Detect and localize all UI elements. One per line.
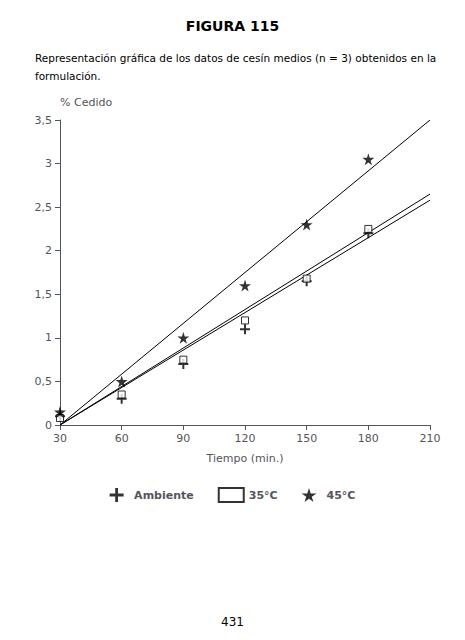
svg-text:150: 150	[296, 432, 317, 445]
svg-text:120: 120	[235, 432, 256, 445]
svg-text:Tiempo (min.): Tiempo (min.)	[206, 452, 284, 465]
svg-text:3: 3	[45, 157, 52, 170]
svg-text:45°C: 45°C	[327, 489, 356, 502]
svg-text:0: 0	[45, 419, 52, 432]
svg-text:35°C: 35°C	[249, 489, 278, 502]
svg-text:3,5: 3,5	[35, 114, 53, 127]
svg-text:1,5: 1,5	[35, 288, 53, 301]
svg-text:90: 90	[176, 432, 190, 445]
svg-text:Representación gráfica de los: Representación gráfica de los datos de c…	[35, 52, 436, 64]
svg-text:Ambiente: Ambiente	[134, 489, 194, 502]
svg-text:60: 60	[115, 432, 129, 445]
svg-text:% Cedido: % Cedido	[60, 96, 112, 109]
svg-text:30: 30	[53, 432, 67, 445]
svg-text:431: 431	[221, 615, 244, 629]
svg-text:0,5: 0,5	[35, 375, 53, 388]
svg-text:2: 2	[45, 244, 52, 257]
svg-text:180: 180	[358, 432, 379, 445]
svg-text:formulación.: formulación.	[35, 70, 101, 82]
svg-text:2,5: 2,5	[35, 201, 53, 214]
svg-text:FIGURA 115: FIGURA 115	[186, 18, 279, 34]
svg-text:1: 1	[45, 331, 52, 344]
svg-text:210: 210	[420, 432, 441, 445]
